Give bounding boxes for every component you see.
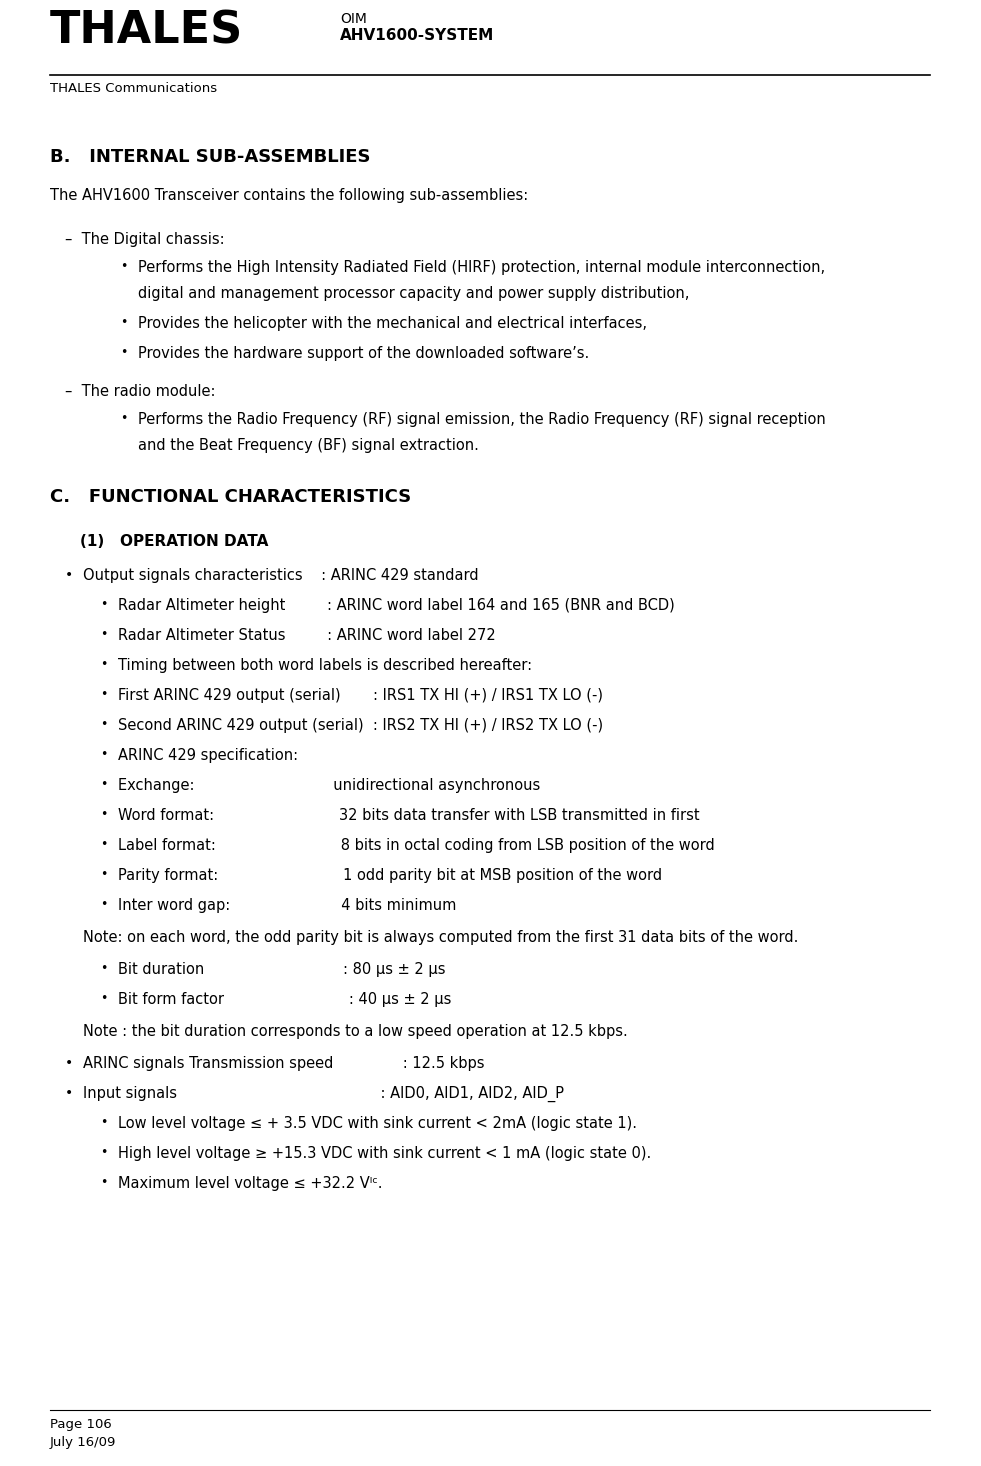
Text: Label format:                           8 bits in octal coding from LSB position: Label format: 8 bits in octal coding fro…	[118, 839, 715, 853]
Text: Exchange:                              unidirectional asynchronous: Exchange: unidirectional asynchronous	[118, 778, 541, 793]
Text: Radar Altimeter height         : ARINC word label 164 and 165 (BNR and BCD): Radar Altimeter height : ARINC word labe…	[118, 598, 675, 613]
Text: •: •	[100, 627, 107, 641]
Text: •: •	[100, 718, 107, 732]
Text: THALES: THALES	[50, 10, 243, 53]
Text: •: •	[120, 259, 128, 273]
Text: Performs the High Intensity Radiated Field (HIRF) protection, internal module in: Performs the High Intensity Radiated Fie…	[138, 259, 825, 276]
Text: Note : the bit duration corresponds to a low speed operation at 12.5 kbps.: Note : the bit duration corresponds to a…	[83, 1023, 628, 1039]
Text: •: •	[65, 1086, 74, 1100]
Text: •: •	[100, 1176, 107, 1189]
Text: Maximum level voltage ≤ +32.2 Vᴵᶜ.: Maximum level voltage ≤ +32.2 Vᴵᶜ.	[118, 1176, 383, 1190]
Text: •: •	[100, 1116, 107, 1129]
Text: •: •	[100, 962, 107, 975]
Text: Bit duration                              : 80 µs ± 2 µs: Bit duration : 80 µs ± 2 µs	[118, 962, 445, 976]
Text: Output signals characteristics    : ARINC 429 standard: Output signals characteristics : ARINC 4…	[83, 567, 479, 583]
Text: •: •	[100, 778, 107, 792]
Text: –  The radio module:: – The radio module:	[65, 384, 216, 399]
Text: •: •	[100, 658, 107, 671]
Text: Timing between both word labels is described hereafter:: Timing between both word labels is descr…	[118, 658, 532, 673]
Text: •: •	[100, 598, 107, 611]
Text: Provides the hardware support of the downloaded software’s.: Provides the hardware support of the dow…	[138, 346, 590, 361]
Text: Performs the Radio Frequency (RF) signal emission, the Radio Frequency (RF) sign: Performs the Radio Frequency (RF) signal…	[138, 412, 826, 427]
Text: AHV1600-SYSTEM: AHV1600-SYSTEM	[340, 28, 494, 43]
Text: and the Beat Frequency (BF) signal extraction.: and the Beat Frequency (BF) signal extra…	[138, 438, 479, 453]
Text: Input signals                                            : AID0, AID1, AID2, AID: Input signals : AID0, AID1, AID2, AID	[83, 1086, 564, 1102]
Text: •: •	[120, 412, 128, 425]
Text: High level voltage ≥ +15.3 VDC with sink current < 1 mA (logic state 0).: High level voltage ≥ +15.3 VDC with sink…	[118, 1146, 651, 1161]
Text: •: •	[100, 899, 107, 910]
Text: THALES Communications: THALES Communications	[50, 82, 217, 95]
Text: •: •	[100, 748, 107, 761]
Text: Note: on each word, the odd parity bit is always computed from the first 31 data: Note: on each word, the odd parity bit i…	[83, 929, 799, 946]
Text: (1)   OPERATION DATA: (1) OPERATION DATA	[80, 534, 269, 548]
Text: C.   FUNCTIONAL CHARACTERISTICS: C. FUNCTIONAL CHARACTERISTICS	[50, 488, 411, 506]
Text: ARINC 429 specification:: ARINC 429 specification:	[118, 748, 298, 762]
Text: digital and management processor capacity and power supply distribution,: digital and management processor capacit…	[138, 286, 690, 301]
Text: First ARINC 429 output (serial)       : IRS1 TX HI (+) / IRS1 TX LO (-): First ARINC 429 output (serial) : IRS1 T…	[118, 688, 603, 704]
Text: Word format:                           32 bits data transfer with LSB transmitte: Word format: 32 bits data transfer with …	[118, 808, 699, 822]
Text: Radar Altimeter Status         : ARINC word label 272: Radar Altimeter Status : ARINC word labe…	[118, 627, 495, 644]
Text: ARINC signals Transmission speed               : 12.5 kbps: ARINC signals Transmission speed : 12.5 …	[83, 1056, 485, 1072]
Text: Bit form factor                           : 40 µs ± 2 µs: Bit form factor : 40 µs ± 2 µs	[118, 992, 451, 1007]
Text: B.   INTERNAL SUB-ASSEMBLIES: B. INTERNAL SUB-ASSEMBLIES	[50, 148, 371, 166]
Text: •: •	[120, 317, 128, 328]
Text: OIM: OIM	[340, 12, 367, 26]
Text: Second ARINC 429 output (serial)  : IRS2 TX HI (+) / IRS2 TX LO (-): Second ARINC 429 output (serial) : IRS2 …	[118, 718, 603, 733]
Text: •: •	[65, 567, 74, 582]
Text: •: •	[100, 992, 107, 1006]
Text: Page 106: Page 106	[50, 1418, 112, 1431]
Text: •: •	[100, 839, 107, 850]
Text: •: •	[100, 688, 107, 701]
Text: Provides the helicopter with the mechanical and electrical interfaces,: Provides the helicopter with the mechani…	[138, 317, 647, 331]
Text: Parity format:                           1 odd parity bit at MSB position of the: Parity format: 1 odd parity bit at MSB p…	[118, 868, 662, 883]
Text: •: •	[100, 808, 107, 821]
Text: The AHV1600 Transceiver contains the following sub-assemblies:: The AHV1600 Transceiver contains the fol…	[50, 188, 528, 202]
Text: •: •	[65, 1056, 74, 1070]
Text: Low level voltage ≤ + 3.5 VDC with sink current < 2mA (logic state 1).: Low level voltage ≤ + 3.5 VDC with sink …	[118, 1116, 637, 1130]
Text: •: •	[120, 346, 128, 359]
Text: •: •	[100, 1146, 107, 1160]
Text: July 16/09: July 16/09	[50, 1437, 117, 1448]
Text: Inter word gap:                        4 bits minimum: Inter word gap: 4 bits minimum	[118, 899, 456, 913]
Text: •: •	[100, 868, 107, 881]
Text: –  The Digital chassis:: – The Digital chassis:	[65, 232, 225, 246]
